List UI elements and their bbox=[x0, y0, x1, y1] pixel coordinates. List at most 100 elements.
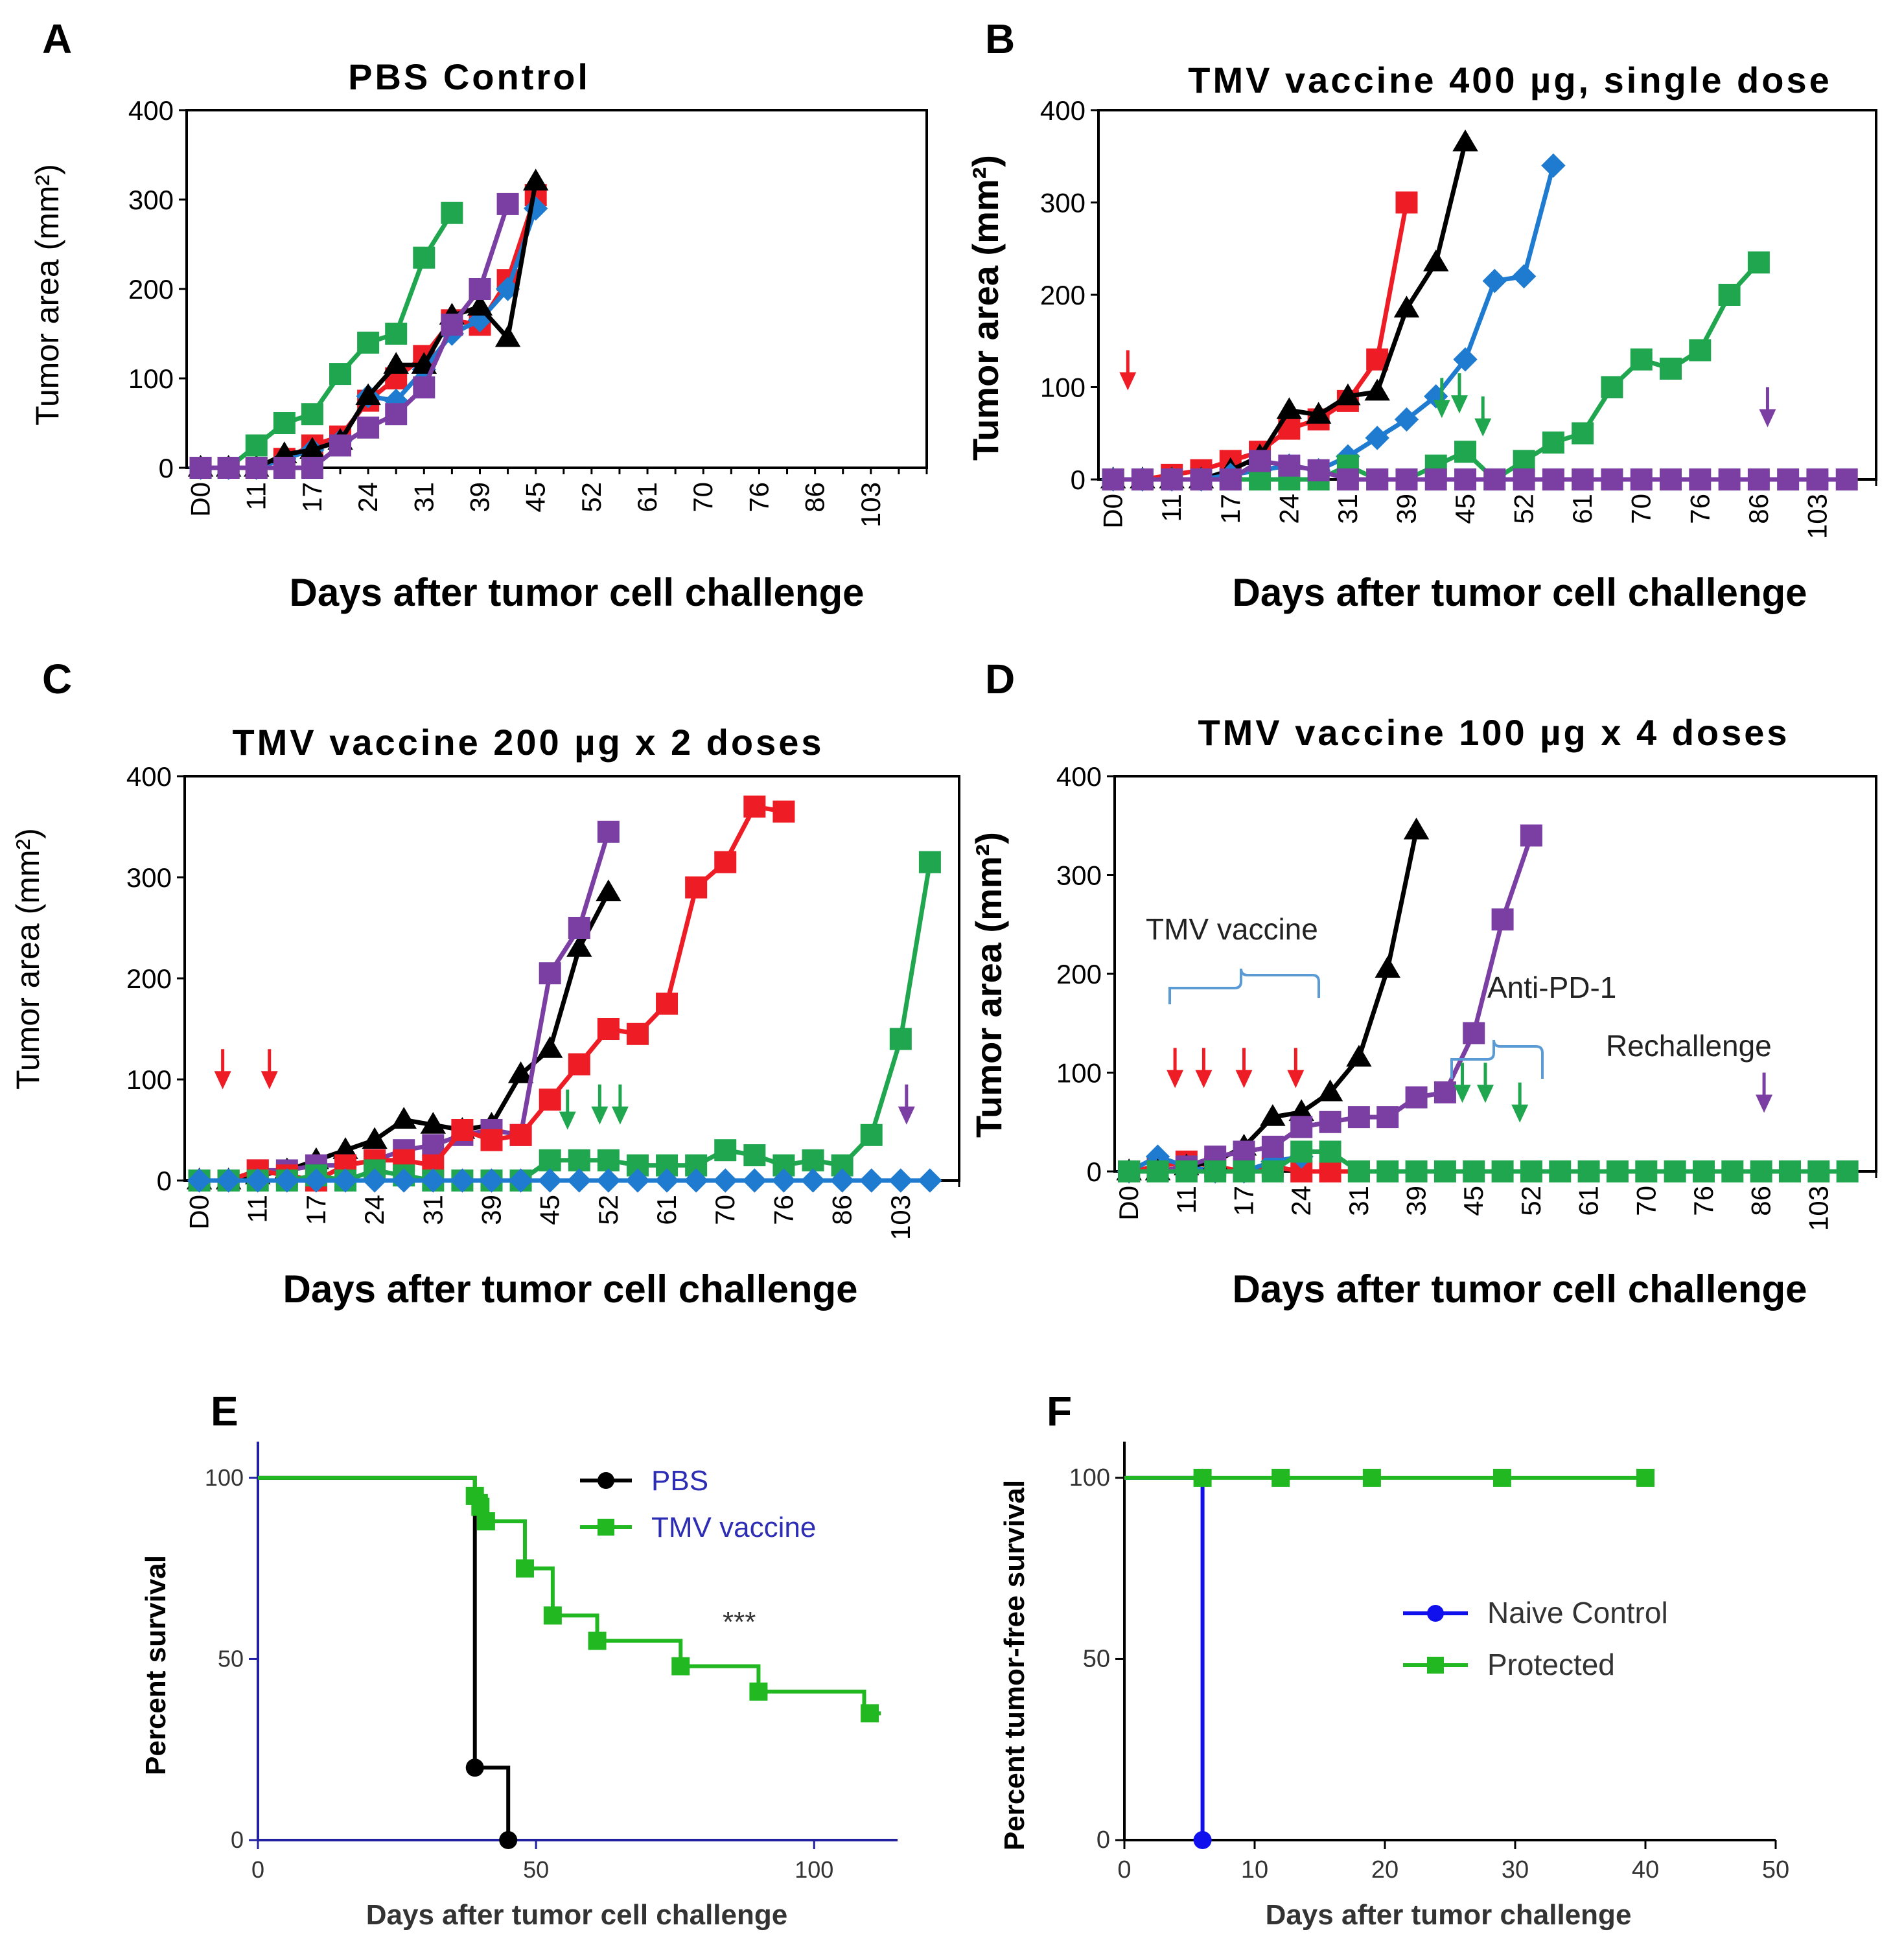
panel-a-series-green-point bbox=[273, 412, 296, 434]
panel-b-series-black-point bbox=[1335, 383, 1361, 406]
panel-c-x-tick-label: 17 bbox=[301, 1195, 331, 1225]
panel-a-series-purple-point bbox=[189, 457, 212, 479]
panel-c-series-black-point bbox=[362, 1127, 388, 1149]
panel-a-series-black-point bbox=[299, 437, 325, 459]
panel-d-title: TMV vaccine 100 µg x 4 doses bbox=[1198, 712, 1789, 753]
panel-d-series-purple-point bbox=[1290, 1116, 1313, 1138]
panel-d-dose-arrow-head bbox=[1756, 1094, 1773, 1113]
panel-d-y-tick-label: 300 bbox=[1056, 860, 1102, 891]
panel-c-series-blue-point bbox=[391, 1168, 416, 1193]
panel-a-series-purple-point bbox=[329, 434, 352, 457]
panel-e-series-point bbox=[499, 1831, 518, 1849]
panel-b-y-tick-label: 100 bbox=[1040, 373, 1086, 403]
panel-b-x-tick-label: 86 bbox=[1743, 494, 1774, 524]
panel-c-series-black-point bbox=[507, 1061, 534, 1083]
panel-c-series-blue-point bbox=[655, 1168, 679, 1193]
panel-b-series-purple-point bbox=[1219, 468, 1242, 490]
panel-c-series-blue-point bbox=[830, 1168, 855, 1193]
panel-b-series-purple-point bbox=[1806, 468, 1829, 490]
panel-d-series-purple-point bbox=[1520, 824, 1542, 847]
panel-e-y-tick-label: 0 bbox=[231, 1826, 244, 1853]
panel-d-series-black-point bbox=[1260, 1104, 1286, 1126]
panel-b-series-blue-point bbox=[1511, 264, 1537, 289]
panel-d-annotation-rechallenge: Rechallenge bbox=[1606, 1029, 1772, 1063]
panel-c-series-green-point bbox=[597, 1149, 620, 1171]
panel-c-series-green-point bbox=[714, 1139, 737, 1162]
panel-f-y-tick-label: 50 bbox=[1083, 1645, 1110, 1672]
panel-d-x-tick-label: D0 bbox=[1113, 1186, 1144, 1221]
panel-d-pd1-bracket bbox=[1450, 1039, 1544, 1079]
panel-b-series-purple-point bbox=[1689, 468, 1712, 490]
panel-d-series-green-point bbox=[1204, 1160, 1227, 1182]
panel-b-y-tick-label: 300 bbox=[1040, 188, 1086, 218]
panel-d-dose-arrow-head bbox=[1454, 1085, 1471, 1103]
panel-c-x-tick-label: 103 bbox=[885, 1195, 916, 1240]
panel-b-series-purple-point bbox=[1336, 468, 1359, 490]
panel-c-x-tick-label: 76 bbox=[768, 1195, 798, 1225]
panel-d-series-red-point bbox=[1319, 1160, 1341, 1182]
panel-b-x-tick-label: 39 bbox=[1391, 494, 1421, 524]
panel-c-series-purple-point bbox=[597, 820, 620, 843]
panel-a: A PBS Control Tumor area (mm²) Days afte… bbox=[29, 16, 928, 614]
panel-c-series-blue-point bbox=[216, 1168, 241, 1193]
panel-c-series-purple-point bbox=[422, 1134, 445, 1157]
panel-b-series-black-point bbox=[1276, 397, 1303, 419]
panel-c-series-blue-point bbox=[275, 1168, 299, 1193]
panel-d-series-green-point bbox=[1319, 1140, 1341, 1163]
panel-a-series-purple-point bbox=[496, 192, 519, 215]
panel-f-x-axis-label: Days after tumor challenge bbox=[1266, 1899, 1632, 1931]
panel-d-dose-arrow bbox=[1756, 1072, 1773, 1113]
panel-a-y-tick-label: 200 bbox=[128, 274, 174, 305]
panel-a-x-tick-label: 61 bbox=[632, 482, 662, 513]
panel-a-x-tick-label: 11 bbox=[241, 482, 272, 511]
panel-d-series-purple-point bbox=[1491, 908, 1514, 931]
panel-c-series-green-point bbox=[802, 1149, 824, 1171]
panel-c-dose-arrow bbox=[214, 1049, 231, 1090]
panel-e-legend-tmv-label: TMV vaccine bbox=[651, 1512, 816, 1543]
panel-c-series-blue-point bbox=[596, 1168, 621, 1193]
panel-b-x-tick-label: 103 bbox=[1802, 494, 1832, 539]
panel-b-series-black-point bbox=[1305, 402, 1332, 424]
panel-a-x-tick-label: 76 bbox=[743, 482, 774, 513]
panel-d-dose-arrow-head bbox=[1195, 1070, 1213, 1089]
panel-c-series-red-point bbox=[772, 800, 795, 823]
panel-e-y-tick-label: 100 bbox=[205, 1464, 244, 1491]
panel-d-dose-arrow bbox=[1167, 1048, 1184, 1089]
panel-d-dose-arrow bbox=[1235, 1048, 1253, 1089]
panel-e-series-point bbox=[543, 1606, 562, 1625]
panel-b-series-purple-point bbox=[1454, 468, 1477, 490]
panel-c-series-red-point bbox=[451, 1119, 474, 1141]
panel-c-x-tick-label: 24 bbox=[359, 1195, 389, 1225]
panel-f-y-axis-label: Percent tumor-free survival bbox=[999, 1480, 1030, 1850]
panel-f-x-tick-label: 40 bbox=[1632, 1856, 1659, 1884]
panel-c-series-black-point bbox=[537, 1036, 563, 1058]
panel-a-y-tick-label: 0 bbox=[159, 453, 174, 483]
panel-a-x-tick-label: 17 bbox=[297, 482, 327, 513]
panel-c-x-tick-label: 61 bbox=[651, 1195, 682, 1225]
panel-c-series-purple-point bbox=[539, 962, 561, 985]
panel-d-series-green-point bbox=[1405, 1160, 1428, 1182]
panel-c-series-blue-point bbox=[362, 1168, 387, 1193]
panel-c-dose-arrow-head bbox=[611, 1106, 629, 1125]
panel-d-series-purple-point bbox=[1233, 1140, 1255, 1163]
panel-f-legend-protected-swatch-marker bbox=[1427, 1657, 1444, 1674]
panel-c-dose-arrow-head bbox=[898, 1106, 915, 1125]
panel-b-series-purple-point bbox=[1747, 468, 1770, 490]
panel-d-series-green-point bbox=[1807, 1160, 1830, 1182]
panel-d-x-axis-label: Days after tumor cell challenge bbox=[1233, 1267, 1807, 1311]
panel-b-title: TMV vaccine 400 µg, single dose bbox=[1188, 60, 1831, 100]
panel-d-dose-arrow-head bbox=[1287, 1070, 1305, 1089]
panel-d-y-tick-label: 200 bbox=[1056, 959, 1102, 989]
panel-b-y-axis-label: Tumor area (mm²) bbox=[965, 155, 1006, 461]
panel-b-series-blue-point bbox=[1394, 407, 1419, 432]
panel-c-series-red-point bbox=[480, 1129, 503, 1151]
panel-d-series-green-point bbox=[1549, 1160, 1572, 1182]
panel-c: C TMV vaccine 200 µg x 2 doses Tumor are… bbox=[10, 656, 960, 1311]
panel-c-series-blue-point bbox=[246, 1168, 270, 1193]
panel-d-series-black-point bbox=[1317, 1079, 1343, 1101]
panel-c-title: TMV vaccine 200 µg x 2 doses bbox=[232, 722, 824, 763]
panel-f-legend-naive-swatch-marker bbox=[1427, 1605, 1444, 1622]
panel-f-plot: 0 50 100 0 10 20 30 40 50 bbox=[1069, 1442, 1789, 1884]
panel-a-series-purple-point bbox=[357, 416, 380, 439]
panel-d-series-green-point bbox=[1750, 1160, 1772, 1182]
